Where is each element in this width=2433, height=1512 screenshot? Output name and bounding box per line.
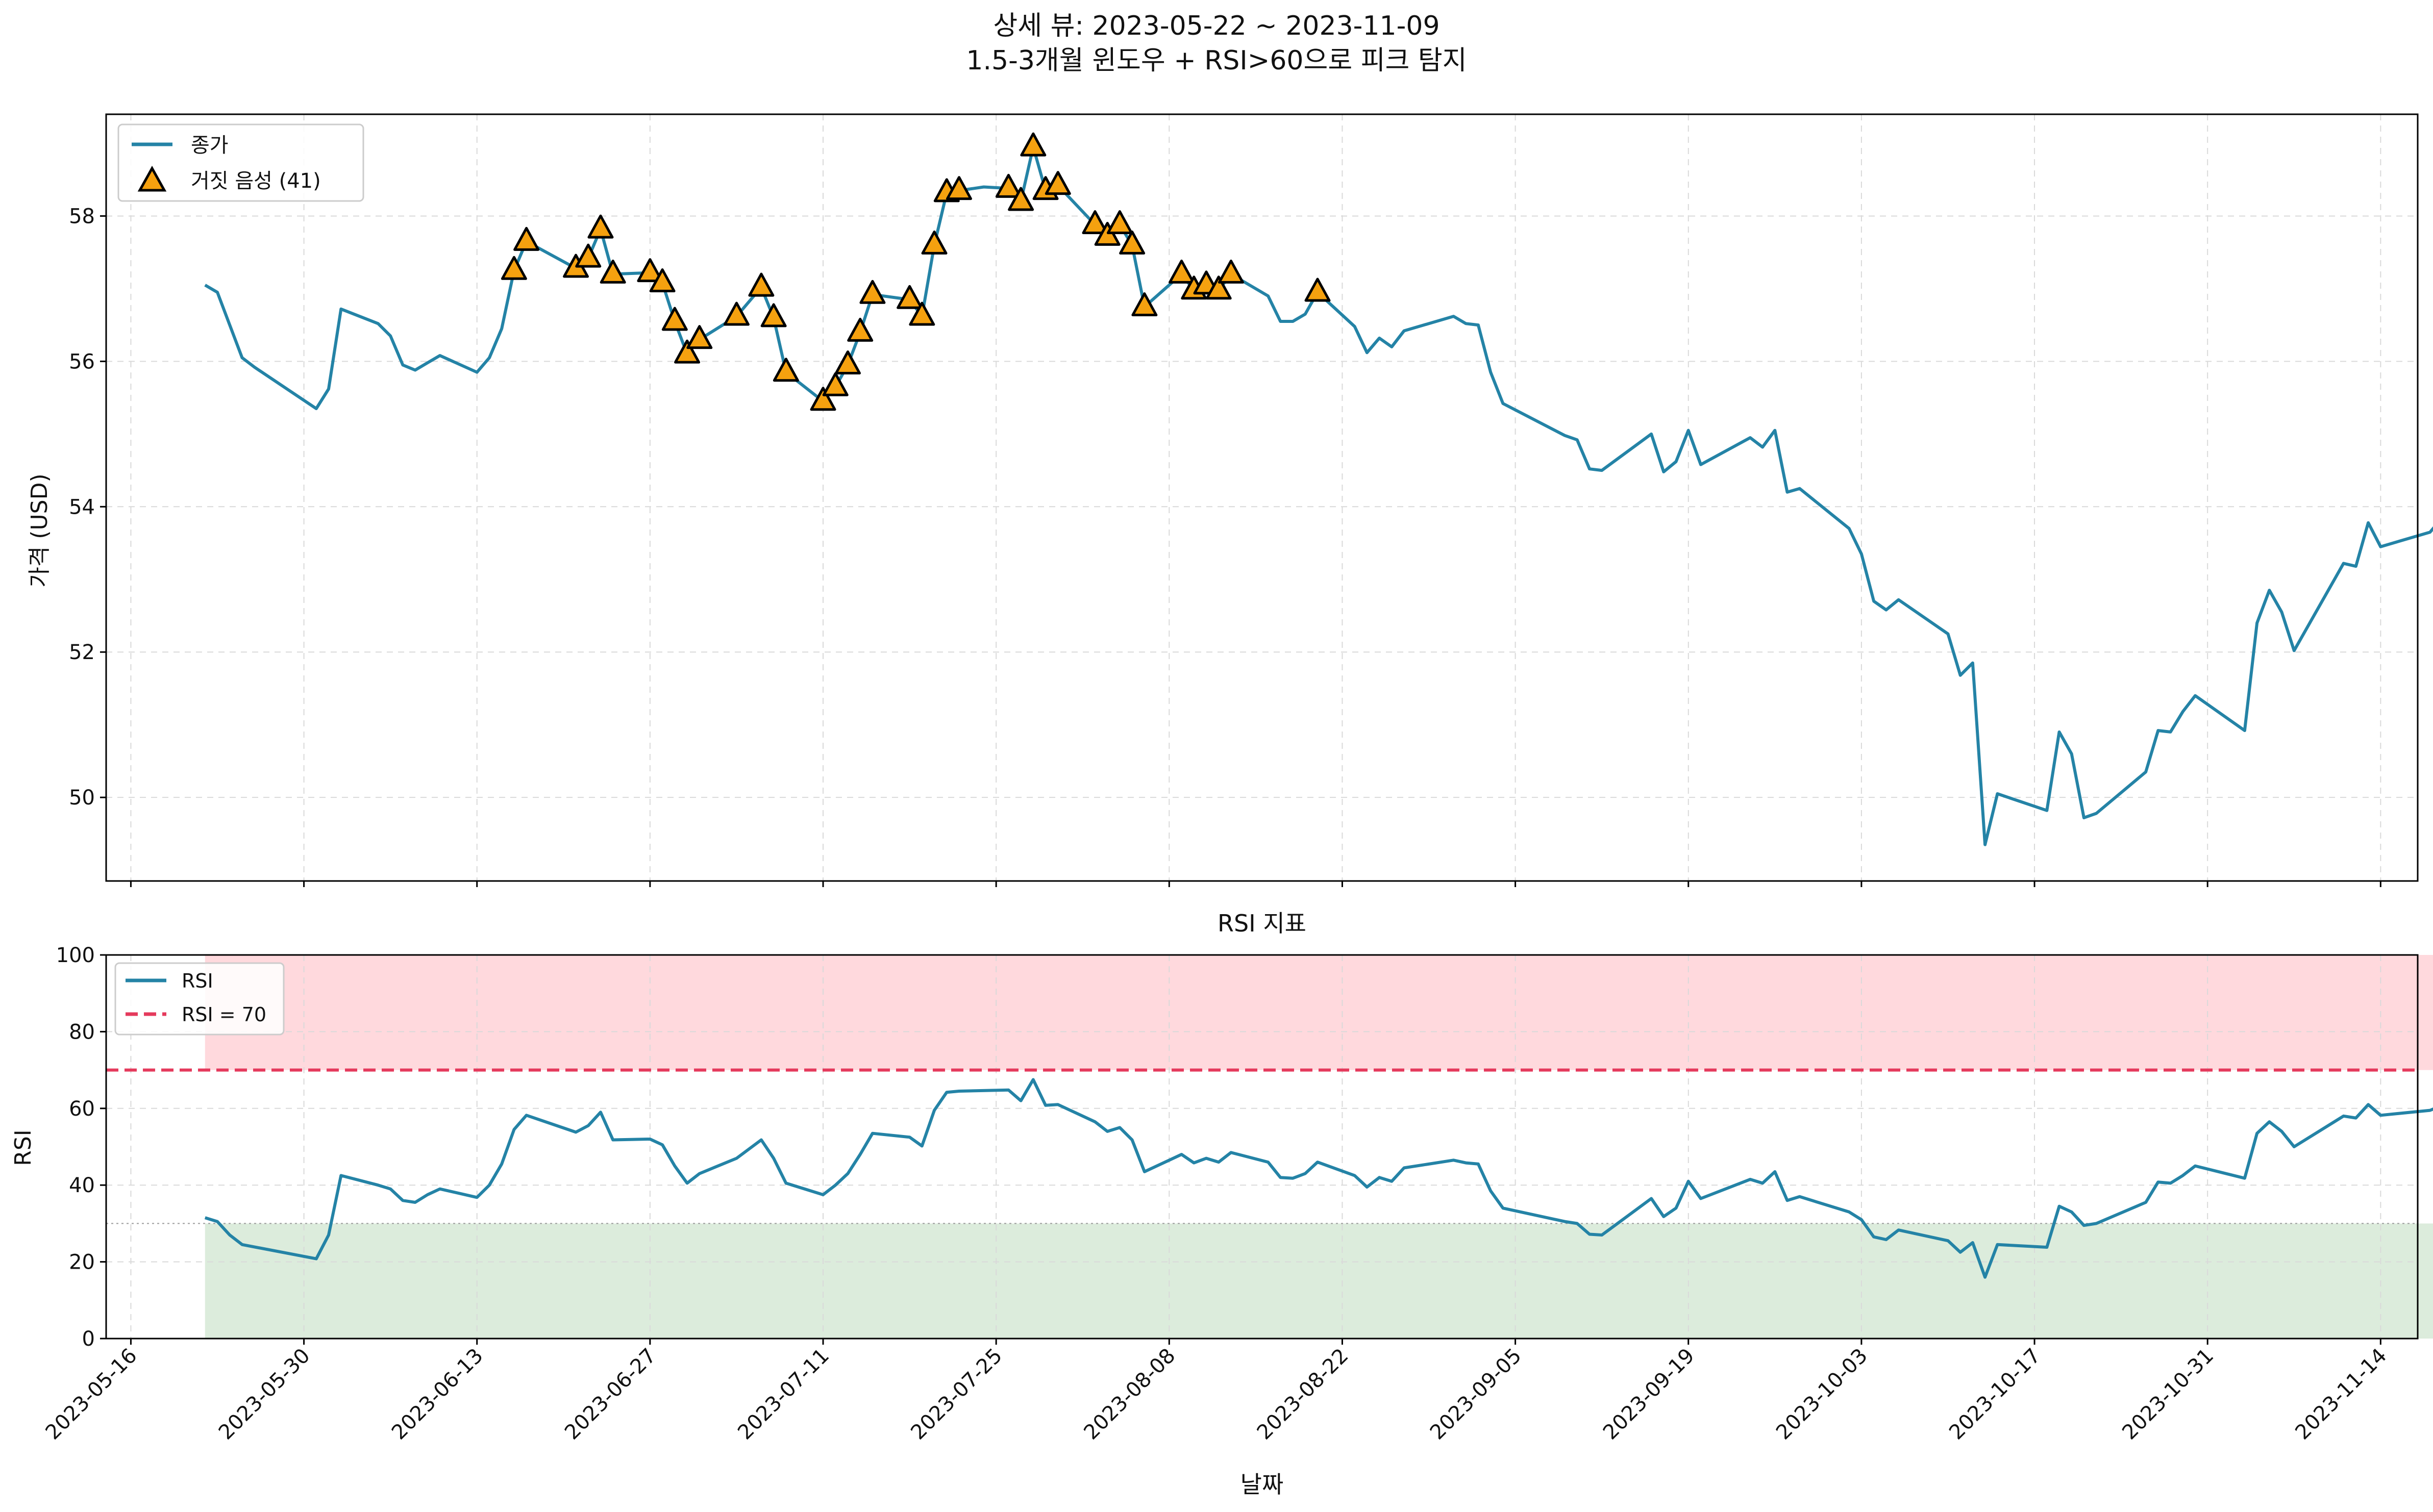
false-negative-marker-3 <box>575 243 602 268</box>
price-x-ticks <box>130 881 2381 887</box>
price-legend-triangle-swatch <box>137 165 167 192</box>
xtick-label-2: 2023-06-13 <box>387 1344 488 1445</box>
rsi-ytick-label-2: 40 <box>69 1174 95 1197</box>
xtick-label-9: 2023-09-19 <box>1599 1344 1699 1445</box>
rsi-panel-title: RSI 지표 <box>1218 910 1306 937</box>
false-negative-marker-33 <box>1119 230 1146 255</box>
false-negative-marker-14 <box>773 358 799 382</box>
false-negative-marker-21 <box>909 301 935 326</box>
false-negative-marker-6 <box>637 258 663 283</box>
rsi-y-axis-label: RSI <box>10 1129 36 1166</box>
xtick-label-4: 2023-07-11 <box>733 1344 834 1445</box>
false-negative-marker-25 <box>995 173 1022 198</box>
figure-title-line1: 상세 뷰: 2023-05-22 ~ 2023-11-09 <box>993 11 1439 41</box>
false-negative-marker-7 <box>649 268 676 293</box>
rsi-reference-lines <box>106 1068 2418 1224</box>
false-negative-marker-17 <box>834 350 861 375</box>
xtick-label-12: 2023-10-31 <box>2118 1344 2218 1445</box>
xtick-label-8: 2023-09-05 <box>1426 1344 1526 1445</box>
false-negative-marker-27 <box>1020 132 1047 157</box>
rsi-y-ticks: 0 20 40 60 80 100 <box>56 944 106 1351</box>
false-negative-marker-38 <box>1205 275 1232 300</box>
false-negative-marker-32 <box>1106 210 1133 235</box>
false-negative-marker-20 <box>897 285 923 309</box>
price-ytick-label-4: 58 <box>69 205 95 228</box>
rsi-ytick-label-4: 80 <box>69 1020 95 1044</box>
price-plot-area <box>106 114 2418 881</box>
price-ytick-label-2: 54 <box>69 495 95 519</box>
x-axis-label: 날짜 <box>1240 1471 1284 1498</box>
false-negative-marker-39 <box>1218 259 1244 284</box>
xtick-label-3: 2023-06-27 <box>560 1344 661 1445</box>
rsi-ytick-label-5: 100 <box>56 944 95 967</box>
xtick-label-5: 2023-07-25 <box>906 1344 1007 1445</box>
rsi-band-oversold <box>205 1223 2433 1339</box>
price-ytick-label-3: 56 <box>69 350 95 373</box>
rsi-legend-label-rsi: RSI <box>182 970 213 992</box>
price-panel: 50 52 54 56 58 가격 (USD) 종가 거짓 음성 (41) <box>27 113 2433 887</box>
false-negative-marker-10 <box>686 325 713 349</box>
false-negative-marker-4 <box>587 214 614 239</box>
false-negative-marker-24 <box>946 176 972 200</box>
figure-title-line2: 1.5-3개월 윈도우 + RSI>60으로 피크 탐지 <box>966 45 1467 76</box>
price-legend-label-false-negative: 거짓 음성 (41) <box>191 169 321 193</box>
rsi-legend-label-threshold: RSI = 70 <box>182 1003 266 1026</box>
rsi-line <box>204 1078 2433 1279</box>
false-negative-marker-29 <box>1045 171 1071 195</box>
price-ytick-label-0: 50 <box>69 786 95 810</box>
false-negative-marker-26 <box>1008 187 1034 211</box>
false-negative-marker-11 <box>723 301 750 326</box>
xtick-label-7: 2023-08-22 <box>1253 1344 1353 1445</box>
rsi-ytick-label-3: 60 <box>69 1097 95 1121</box>
rsi-panel: RSI 지표 0 20 40 60 80 100 2023-05-16 2023-05-30… <box>10 910 2433 1498</box>
price-y-ticks: 50 52 54 56 58 <box>69 205 106 810</box>
price-legend-label-close: 종가 <box>191 134 229 157</box>
date-x-ticks: 2023-05-16 2023-05-30 2023-06-13 2023-06-27… <box>41 1339 2391 1445</box>
rsi-shaded-bands <box>205 955 2433 1339</box>
false-negative-marker-40 <box>1304 278 1331 302</box>
false-negative-marker-15 <box>810 387 836 411</box>
false-negative-marker-13 <box>760 303 787 327</box>
false-negative-marker-16 <box>822 372 849 396</box>
false-negative-marker-5 <box>600 259 626 284</box>
false-negative-marker-22 <box>921 230 948 255</box>
price-grid <box>106 114 2418 881</box>
rsi-axes-frame <box>105 954 2419 1340</box>
xtick-label-10: 2023-10-03 <box>1772 1344 1872 1445</box>
xtick-label-6: 2023-08-08 <box>1079 1344 1180 1445</box>
false-negative-marker-19 <box>859 280 886 304</box>
price-legend-box <box>117 123 364 202</box>
rsi-band-overbought <box>205 955 2433 1070</box>
false-negative-marker-12 <box>748 272 775 297</box>
rsi-series-layer <box>204 1078 2433 1279</box>
false-negative-marker-9 <box>674 339 701 364</box>
price-legend: 종가 거짓 음성 (41) <box>117 123 364 202</box>
rsi-legend: RSI RSI = 70 <box>114 962 285 1036</box>
false-negative-marker-8 <box>661 307 688 331</box>
rsi-ytick-label-0: 0 <box>82 1327 95 1351</box>
false-negative-markers <box>501 132 1331 411</box>
price-ytick-label-1: 52 <box>69 641 95 664</box>
price-plot-bg <box>106 114 2418 881</box>
false-negative-marker-35 <box>1169 259 1195 284</box>
false-negative-marker-18 <box>847 317 874 342</box>
xtick-label-0: 2023-05-16 <box>41 1344 142 1445</box>
false-negative-marker-1 <box>513 226 540 251</box>
price-y-axis-label: 가격 (USD) <box>27 473 53 587</box>
xtick-label-13: 2023-11-14 <box>2291 1344 2391 1445</box>
rsi-ytick-label-1: 20 <box>69 1251 95 1274</box>
false-negative-marker-34 <box>1131 292 1158 317</box>
false-negative-marker-0 <box>501 256 527 280</box>
false-negative-marker-30 <box>1082 210 1108 235</box>
xtick-label-1: 2023-05-30 <box>214 1344 315 1445</box>
xtick-label-11: 2023-10-17 <box>1945 1344 2045 1445</box>
price-axes-frame <box>105 113 2419 882</box>
